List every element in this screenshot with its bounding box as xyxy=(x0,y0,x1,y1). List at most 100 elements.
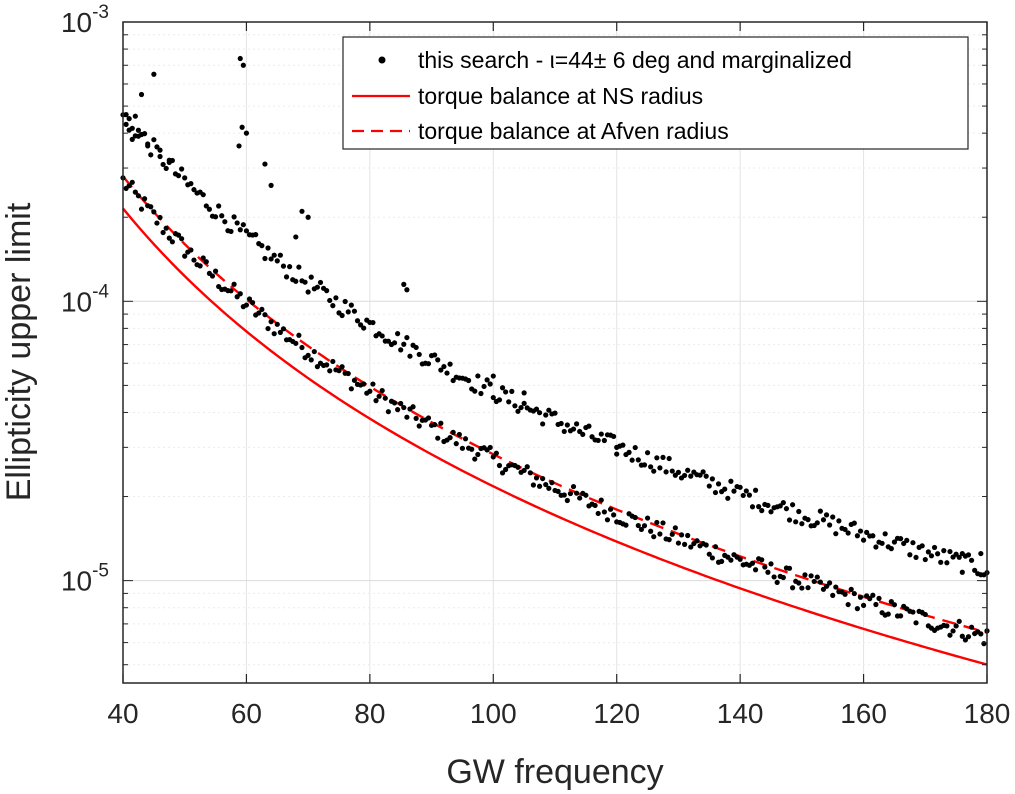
data-point xyxy=(851,590,857,597)
data-point xyxy=(611,512,617,518)
data-point xyxy=(635,522,641,529)
data-point xyxy=(314,364,320,370)
data-point xyxy=(345,370,351,377)
data-point xyxy=(978,631,984,637)
data-point xyxy=(441,363,447,370)
data-point xyxy=(589,434,595,440)
data-point xyxy=(293,340,299,346)
data-point xyxy=(391,400,398,406)
data-point xyxy=(654,519,660,526)
data-point xyxy=(845,530,851,536)
y-tick-label: 10-4 xyxy=(61,281,109,317)
data-point xyxy=(641,462,648,468)
data-point xyxy=(904,537,910,543)
data-point xyxy=(925,549,931,555)
data-point xyxy=(277,329,283,335)
data-point xyxy=(611,433,617,440)
data-point xyxy=(250,299,256,306)
data-point xyxy=(876,595,882,601)
data-point xyxy=(604,517,611,523)
data-point xyxy=(166,235,172,241)
data-point xyxy=(830,592,836,598)
data-point xyxy=(570,483,577,490)
data-point xyxy=(302,279,308,285)
data-point xyxy=(370,319,376,326)
data-point xyxy=(305,352,311,358)
data-point xyxy=(799,521,805,527)
data-point xyxy=(490,394,496,401)
data-point xyxy=(163,225,169,231)
data-point xyxy=(709,476,715,482)
data-point xyxy=(404,334,410,341)
data-point xyxy=(956,554,962,560)
data-point xyxy=(712,544,719,550)
data-point xyxy=(305,214,311,220)
data-point xyxy=(648,464,654,470)
data-point xyxy=(206,206,212,212)
data-point xyxy=(595,437,601,444)
data-point xyxy=(882,531,888,537)
data-point xyxy=(401,281,407,287)
data-point xyxy=(577,495,583,501)
data-point xyxy=(154,144,160,150)
data-point xyxy=(793,519,799,525)
data-point xyxy=(496,397,503,403)
data-point xyxy=(234,220,240,226)
data-point xyxy=(327,297,333,304)
data-point xyxy=(851,520,857,526)
data-point xyxy=(780,500,786,506)
data-point xyxy=(592,502,598,509)
data-point xyxy=(512,403,518,409)
x-axis-label: GW frequency xyxy=(446,753,663,791)
data-point xyxy=(910,540,916,546)
data-point xyxy=(752,567,759,573)
x-tick-label: 100 xyxy=(470,698,517,729)
data-point xyxy=(148,152,154,158)
data-point xyxy=(864,529,870,535)
data-point xyxy=(666,537,672,543)
data-point xyxy=(561,492,567,498)
data-point xyxy=(398,347,404,353)
data-point xyxy=(370,381,376,387)
data-point xyxy=(959,633,965,639)
data-point xyxy=(142,131,148,137)
data-point xyxy=(688,544,694,550)
data-point xyxy=(438,367,444,373)
data-point xyxy=(447,361,453,367)
data-point xyxy=(780,574,786,581)
data-point xyxy=(361,381,367,387)
data-point xyxy=(768,561,774,567)
data-point xyxy=(243,228,250,234)
data-point xyxy=(688,473,694,479)
data-point xyxy=(786,565,793,571)
data-point xyxy=(379,387,385,394)
data-point xyxy=(299,208,305,214)
data-point xyxy=(453,441,459,447)
data-point xyxy=(283,274,290,280)
data-point xyxy=(166,157,172,163)
data-point xyxy=(752,487,759,493)
y-tick-label: 10-5 xyxy=(61,561,109,597)
data-point xyxy=(931,544,938,551)
data-point xyxy=(450,429,456,435)
data-point xyxy=(499,385,506,391)
data-point xyxy=(530,482,537,488)
y-axis-label: Ellipticity upper limit xyxy=(0,202,38,501)
data-point xyxy=(574,421,580,427)
data-point xyxy=(737,484,743,490)
curve-solid xyxy=(122,207,988,666)
data-point xyxy=(231,281,237,287)
data-point xyxy=(678,532,685,538)
data-point xyxy=(475,451,481,458)
data-point xyxy=(299,344,305,351)
data-point xyxy=(719,558,725,565)
data-point xyxy=(682,472,688,479)
data-point xyxy=(425,361,432,367)
data-point xyxy=(490,373,496,379)
data-point xyxy=(305,289,311,295)
data-point xyxy=(280,326,287,332)
data-point xyxy=(790,502,796,508)
data-point xyxy=(348,302,354,308)
data-point xyxy=(259,243,265,249)
data-point xyxy=(938,559,944,565)
